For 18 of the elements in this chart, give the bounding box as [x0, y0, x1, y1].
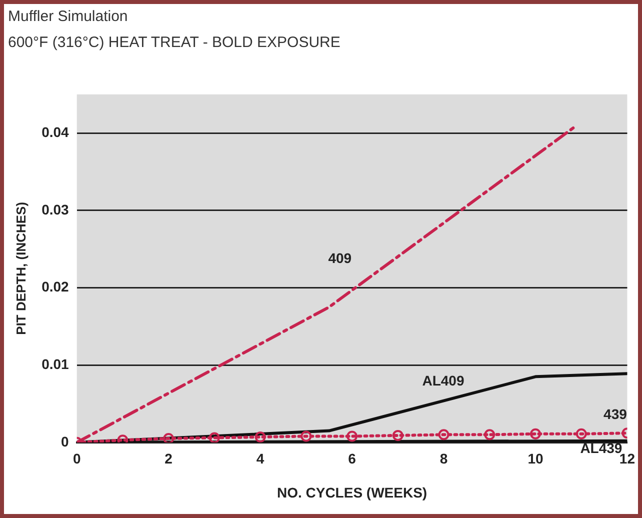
x-tick-label: 8 — [440, 450, 448, 467]
x-tick-label: 2 — [164, 450, 173, 467]
x-tick-label: 6 — [348, 450, 356, 467]
chart-subtitle: 600°F (316°C) HEAT TREAT - BOLD EXPOSURE — [8, 34, 340, 51]
series-label: 439 — [604, 406, 628, 422]
x-tick-label: 10 — [528, 450, 544, 467]
y-axis-title: PIT DEPTH, (INCHES) — [13, 202, 28, 335]
y-tick-label: 0 — [61, 433, 70, 450]
series-label: AL409 — [422, 372, 464, 389]
x-tick-label: 4 — [256, 450, 264, 467]
y-tick-label: 0.02 — [42, 278, 70, 295]
chart-title: Muffler Simulation — [8, 8, 128, 25]
y-tick-label: 0.04 — [42, 124, 70, 140]
series-label: 409 — [328, 250, 352, 266]
y-tick-label: 0.03 — [42, 201, 70, 218]
y-tick-label: 0.01 — [42, 356, 70, 372]
x-tick-label: 0 — [72, 450, 81, 467]
x-axis-title: NO. CYCLES (WEEKS) — [276, 484, 428, 500]
